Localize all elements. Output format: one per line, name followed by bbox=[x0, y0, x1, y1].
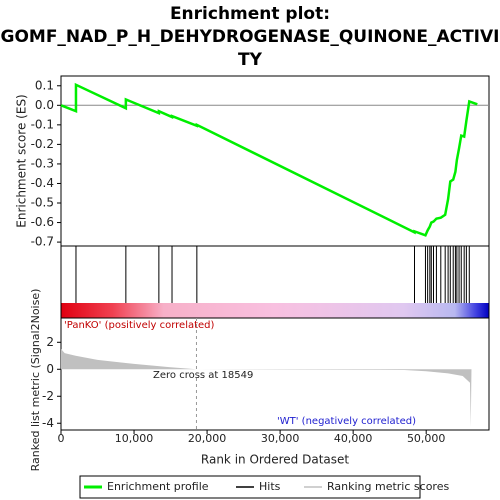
x-tick-label: 20,000 bbox=[188, 432, 227, 445]
plot-frame bbox=[60, 317, 490, 431]
annotation: Zero cross at 18549 bbox=[153, 370, 253, 381]
y-tick-label: 0.0 bbox=[35, 98, 54, 112]
annotation: 'PanKO' (positively correlated) bbox=[64, 320, 215, 331]
x-tick-label: 50,000 bbox=[407, 432, 446, 445]
y-tick-label: -0.5 bbox=[31, 196, 54, 210]
color-bar bbox=[61, 303, 489, 318]
y-axis-label: Ranked list metric (Signal2Noise) bbox=[29, 289, 42, 472]
y-tick-label: -0.7 bbox=[31, 235, 54, 249]
y-tick-label: -0.2 bbox=[31, 137, 54, 151]
y-tick-label: 0 bbox=[46, 362, 54, 376]
x-axis-label: Rank in Ordered Dataset bbox=[201, 453, 349, 467]
es-line bbox=[60, 82, 478, 237]
y-tick-label: -0.4 bbox=[31, 176, 54, 190]
y-tick-label: -0.6 bbox=[31, 215, 54, 229]
y-axis-label: Enrichment score (ES) bbox=[15, 94, 29, 227]
x-tick-label: 0 bbox=[58, 432, 65, 445]
legend-label: Hits bbox=[259, 480, 281, 493]
metric-area bbox=[61, 349, 472, 428]
y-tick-label: -0.1 bbox=[31, 117, 54, 131]
legend-label: Enrichment profile bbox=[107, 480, 209, 493]
legend-label: Ranking metric scores bbox=[327, 480, 449, 493]
y-tick-label: -0.3 bbox=[31, 156, 54, 170]
x-tick-label: 10,000 bbox=[115, 432, 154, 445]
title-line: Enrichment plot: bbox=[170, 4, 330, 24]
y-tick-label: 2 bbox=[46, 335, 54, 349]
x-tick-label: 40,000 bbox=[334, 432, 373, 445]
x-tick-label: 30,000 bbox=[261, 432, 300, 445]
title-line: GOMF_NAD_P_H_DEHYDROGENASE_QUINONE_ACTIV… bbox=[1, 27, 500, 47]
y-tick-label: -2 bbox=[42, 389, 54, 403]
y-tick-label: 0.1 bbox=[35, 78, 54, 92]
title-line: TY bbox=[238, 50, 263, 70]
annotation: 'WT' (negatively correlated) bbox=[277, 416, 416, 427]
y-tick-label: -4 bbox=[42, 416, 54, 430]
